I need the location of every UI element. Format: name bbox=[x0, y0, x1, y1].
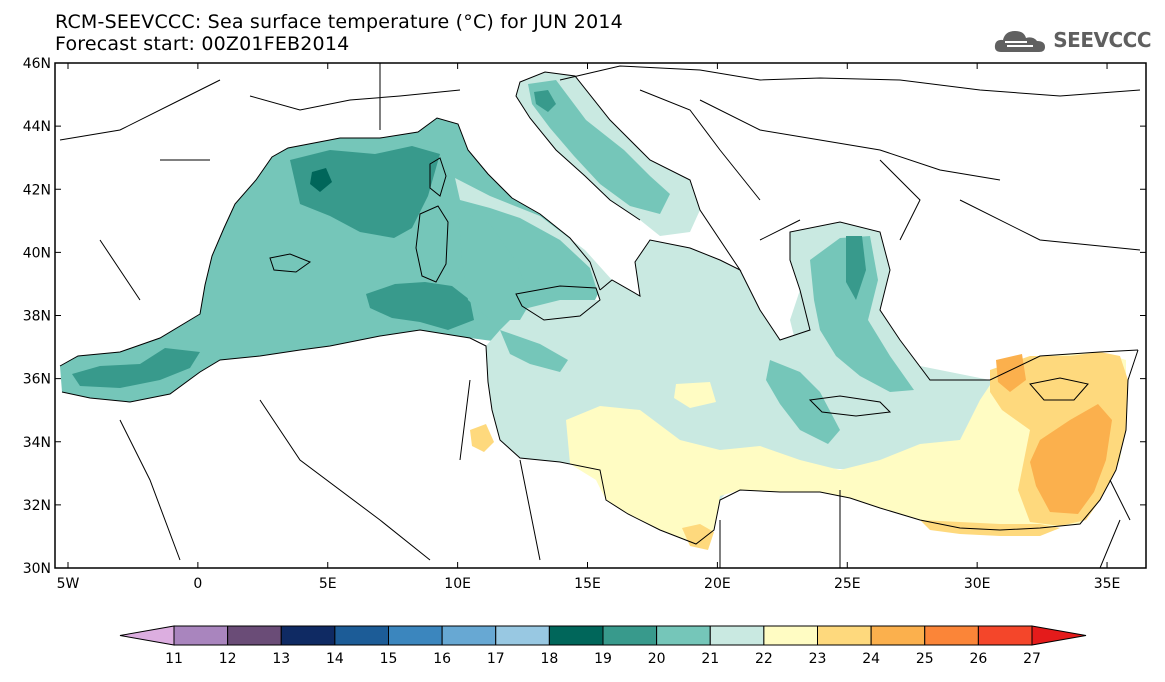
colorbar-label: 13 bbox=[272, 651, 290, 667]
sst-field-adriatic-core bbox=[534, 90, 556, 112]
colorbar-box bbox=[388, 625, 443, 646]
colorbar-label: 24 bbox=[862, 651, 880, 667]
colorbar-box bbox=[334, 625, 389, 646]
cloud-icon bbox=[995, 31, 1046, 52]
colorbar-label: 20 bbox=[648, 651, 666, 667]
lon-label: 15E bbox=[574, 576, 601, 592]
sst-field-alboran bbox=[72, 348, 200, 388]
colorbar-box bbox=[977, 625, 1033, 646]
map-title: RCM-SEEVCCC: Sea surface temperature (°C… bbox=[55, 11, 623, 33]
colorbar-box bbox=[495, 625, 550, 646]
colorbar-box bbox=[441, 625, 497, 646]
colorbar-box bbox=[709, 625, 765, 646]
colorbar-label: 17 bbox=[487, 651, 505, 667]
colorbar-low-arrow bbox=[119, 625, 175, 646]
map-area bbox=[55, 63, 1146, 568]
colorbar-label: 16 bbox=[433, 651, 451, 667]
colorbar-label: 25 bbox=[916, 651, 934, 667]
sst-field-libya-warm bbox=[674, 382, 716, 408]
colorbar-label: 12 bbox=[219, 651, 237, 667]
lat-label: 32N bbox=[23, 498, 51, 514]
sst-field-levantine-24 bbox=[996, 354, 1112, 514]
colorbar-label: 15 bbox=[380, 651, 398, 667]
latitude-axis: 46N 44N 42N 40N 38N 36N 34N 32N 30N bbox=[23, 56, 1146, 577]
colorbar: 11 12 13 14 15 16 17 18 19 20 21 22 23 24 25 26 27 bbox=[119, 625, 1087, 667]
colorbar-label: 19 bbox=[594, 651, 612, 667]
colorbar-box bbox=[656, 625, 711, 646]
lat-label: 40N bbox=[23, 245, 51, 261]
sst-field-gabes-23 bbox=[470, 424, 494, 452]
longitude-axis: 5W 0 5E 10E 15E 20E 25E 30E 35E bbox=[57, 63, 1121, 592]
lat-label: 44N bbox=[23, 119, 51, 135]
colorbar-label: 11 bbox=[165, 651, 183, 667]
lat-label: 34N bbox=[23, 435, 51, 451]
colorbar-box bbox=[602, 625, 658, 646]
sst-field-cyrenaica-23 bbox=[682, 524, 714, 550]
lon-label: 35E bbox=[1094, 576, 1121, 592]
lon-label: 5W bbox=[57, 576, 80, 592]
colorbar-box bbox=[227, 625, 282, 646]
forecast-start-label: Forecast start: 00Z01FEB2014 bbox=[55, 33, 350, 55]
lon-label: 5E bbox=[319, 576, 337, 592]
lat-label: 42N bbox=[23, 182, 51, 198]
lat-label: 46N bbox=[23, 56, 51, 72]
colorbar-label: 23 bbox=[809, 651, 827, 667]
sst-field-sicily-channel bbox=[500, 330, 568, 372]
sst-field-south-22 bbox=[566, 352, 1126, 544]
colorbar-label: 21 bbox=[701, 651, 719, 667]
colorbar-label: 26 bbox=[969, 651, 987, 667]
logo-text: SEEVCCC bbox=[1053, 28, 1151, 52]
lon-label: 20E bbox=[704, 576, 731, 592]
sst-field-central-core bbox=[366, 282, 474, 330]
lat-label: 38N bbox=[23, 309, 51, 325]
sst-field-egypt-coast-23 bbox=[920, 520, 1060, 536]
lat-label: 36N bbox=[23, 372, 51, 388]
colorbar-box bbox=[870, 625, 926, 646]
sst-field-liguro-provencal bbox=[290, 146, 440, 238]
sst-field-north-aegean bbox=[810, 236, 914, 392]
colorbar-label: 14 bbox=[326, 651, 344, 667]
lon-label: 10E bbox=[444, 576, 471, 592]
colorbar-box bbox=[763, 625, 818, 646]
colorbar-high-arrow bbox=[1031, 625, 1087, 646]
sst-field-tyrrhenian bbox=[458, 210, 532, 320]
colorbar-label: 18 bbox=[540, 651, 558, 667]
colorbar-box bbox=[924, 625, 979, 646]
lon-label: 0 bbox=[193, 576, 202, 592]
sst-field-ionian-west-greece bbox=[766, 360, 840, 444]
sst-field-aegean-core bbox=[846, 236, 866, 300]
sst-field-north-adriatic bbox=[528, 80, 670, 214]
lon-label: 25E bbox=[834, 576, 861, 592]
colorbar-label: 27 bbox=[1023, 651, 1041, 667]
coastlines bbox=[59, 63, 1141, 568]
colorbar-box bbox=[548, 625, 604, 646]
lon-label: 30E bbox=[964, 576, 991, 592]
colorbar-box bbox=[173, 625, 229, 646]
colorbar-label: 22 bbox=[755, 651, 773, 667]
lat-label: 30N bbox=[23, 561, 51, 577]
colorbar-box bbox=[280, 625, 336, 646]
sst-field-gulf-lion-core bbox=[310, 168, 332, 192]
colorbar-box bbox=[817, 625, 872, 646]
seevccc-logo: SEEVCCC bbox=[993, 25, 1151, 55]
